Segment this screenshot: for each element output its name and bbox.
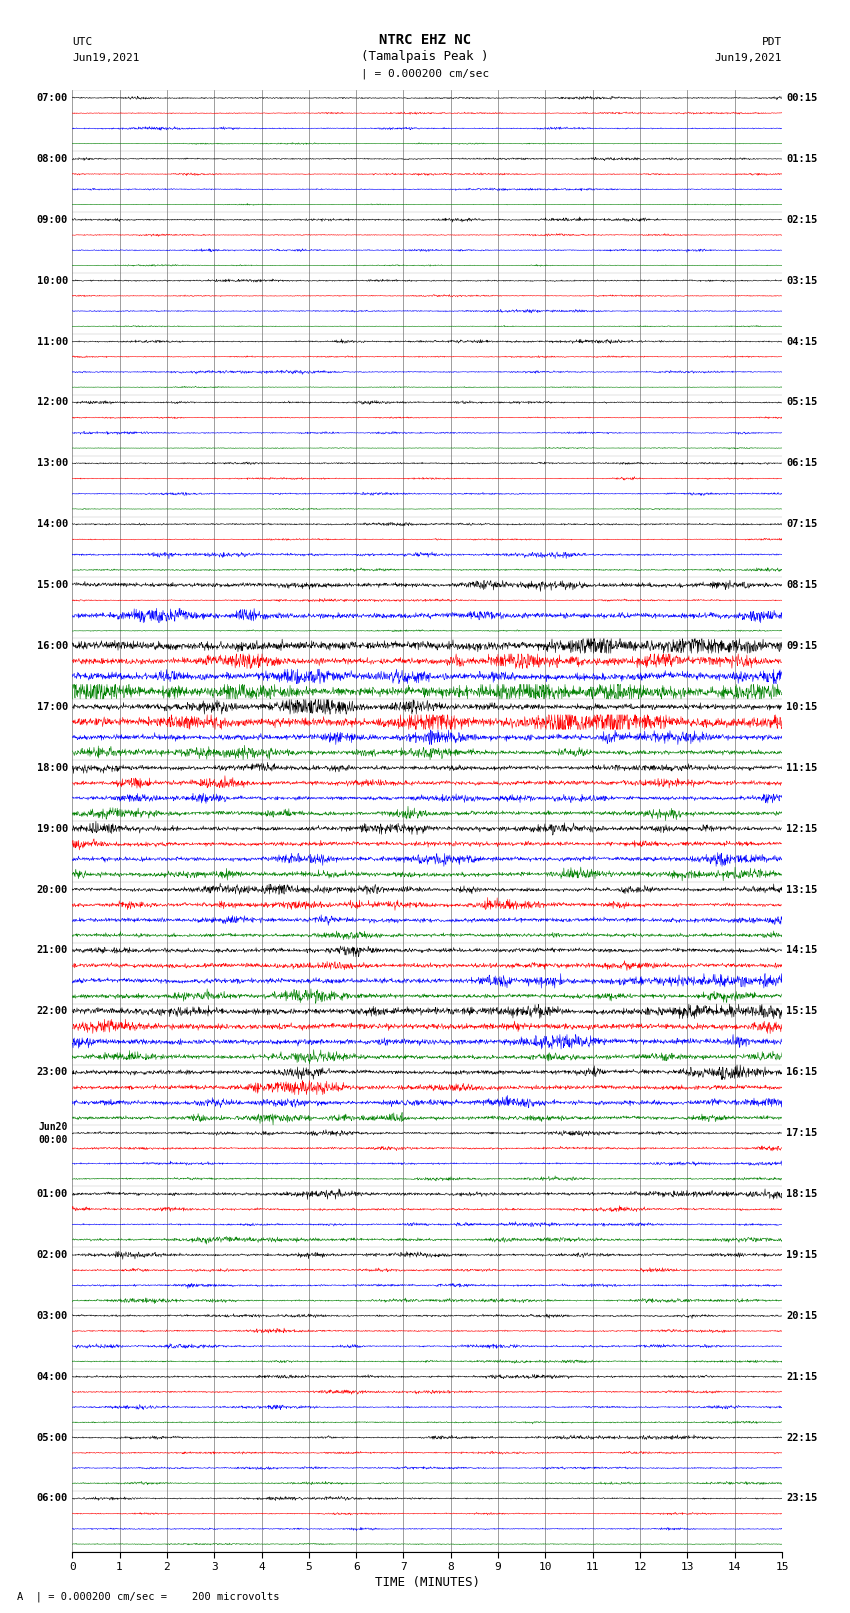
Text: 12:15: 12:15 [786,824,818,834]
Text: 11:00: 11:00 [37,337,68,347]
Text: Jun19,2021: Jun19,2021 [72,53,139,63]
Text: 23:00: 23:00 [37,1068,68,1077]
Text: 15:15: 15:15 [786,1007,818,1016]
Text: 20:00: 20:00 [37,884,68,895]
Text: 10:15: 10:15 [786,702,818,711]
Text: 04:00: 04:00 [37,1371,68,1382]
Text: 06:15: 06:15 [786,458,818,468]
Text: 18:00: 18:00 [37,763,68,773]
Text: 06:00: 06:00 [37,1494,68,1503]
Text: 02:00: 02:00 [37,1250,68,1260]
Text: 00:00: 00:00 [38,1134,68,1145]
Text: 22:00: 22:00 [37,1007,68,1016]
Text: 05:00: 05:00 [37,1432,68,1442]
Text: 10:00: 10:00 [37,276,68,286]
Text: 08:15: 08:15 [786,581,818,590]
Text: 20:15: 20:15 [786,1311,818,1321]
Text: 21:00: 21:00 [37,945,68,955]
Text: 09:00: 09:00 [37,215,68,224]
Text: 22:15: 22:15 [786,1432,818,1442]
Text: 19:15: 19:15 [786,1250,818,1260]
Text: 14:15: 14:15 [786,945,818,955]
Text: 16:00: 16:00 [37,640,68,652]
Text: 11:15: 11:15 [786,763,818,773]
Text: 01:00: 01:00 [37,1189,68,1198]
Text: NTRC EHZ NC: NTRC EHZ NC [379,32,471,47]
Text: A  | = 0.000200 cm/sec =    200 microvolts: A | = 0.000200 cm/sec = 200 microvolts [17,1592,280,1602]
X-axis label: TIME (MINUTES): TIME (MINUTES) [375,1576,479,1589]
Text: 18:15: 18:15 [786,1189,818,1198]
Text: Jun19,2021: Jun19,2021 [715,53,782,63]
Text: Jun20: Jun20 [38,1121,68,1132]
Text: 07:15: 07:15 [786,519,818,529]
Text: | = 0.000200 cm/sec: | = 0.000200 cm/sec [361,68,489,79]
Text: 16:15: 16:15 [786,1068,818,1077]
Text: 19:00: 19:00 [37,824,68,834]
Text: (Tamalpais Peak ): (Tamalpais Peak ) [361,50,489,63]
Text: 15:00: 15:00 [37,581,68,590]
Text: 03:15: 03:15 [786,276,818,286]
Text: 14:00: 14:00 [37,519,68,529]
Text: 04:15: 04:15 [786,337,818,347]
Text: 17:00: 17:00 [37,702,68,711]
Text: 12:00: 12:00 [37,397,68,408]
Text: 01:15: 01:15 [786,153,818,165]
Text: 05:15: 05:15 [786,397,818,408]
Text: 02:15: 02:15 [786,215,818,224]
Text: 23:15: 23:15 [786,1494,818,1503]
Text: 07:00: 07:00 [37,94,68,103]
Text: 13:15: 13:15 [786,884,818,895]
Text: PDT: PDT [762,37,782,47]
Text: 00:15: 00:15 [786,94,818,103]
Text: 08:00: 08:00 [37,153,68,165]
Text: 21:15: 21:15 [786,1371,818,1382]
Text: 03:00: 03:00 [37,1311,68,1321]
Text: 13:00: 13:00 [37,458,68,468]
Text: UTC: UTC [72,37,93,47]
Text: 17:15: 17:15 [786,1127,818,1139]
Text: 09:15: 09:15 [786,640,818,652]
